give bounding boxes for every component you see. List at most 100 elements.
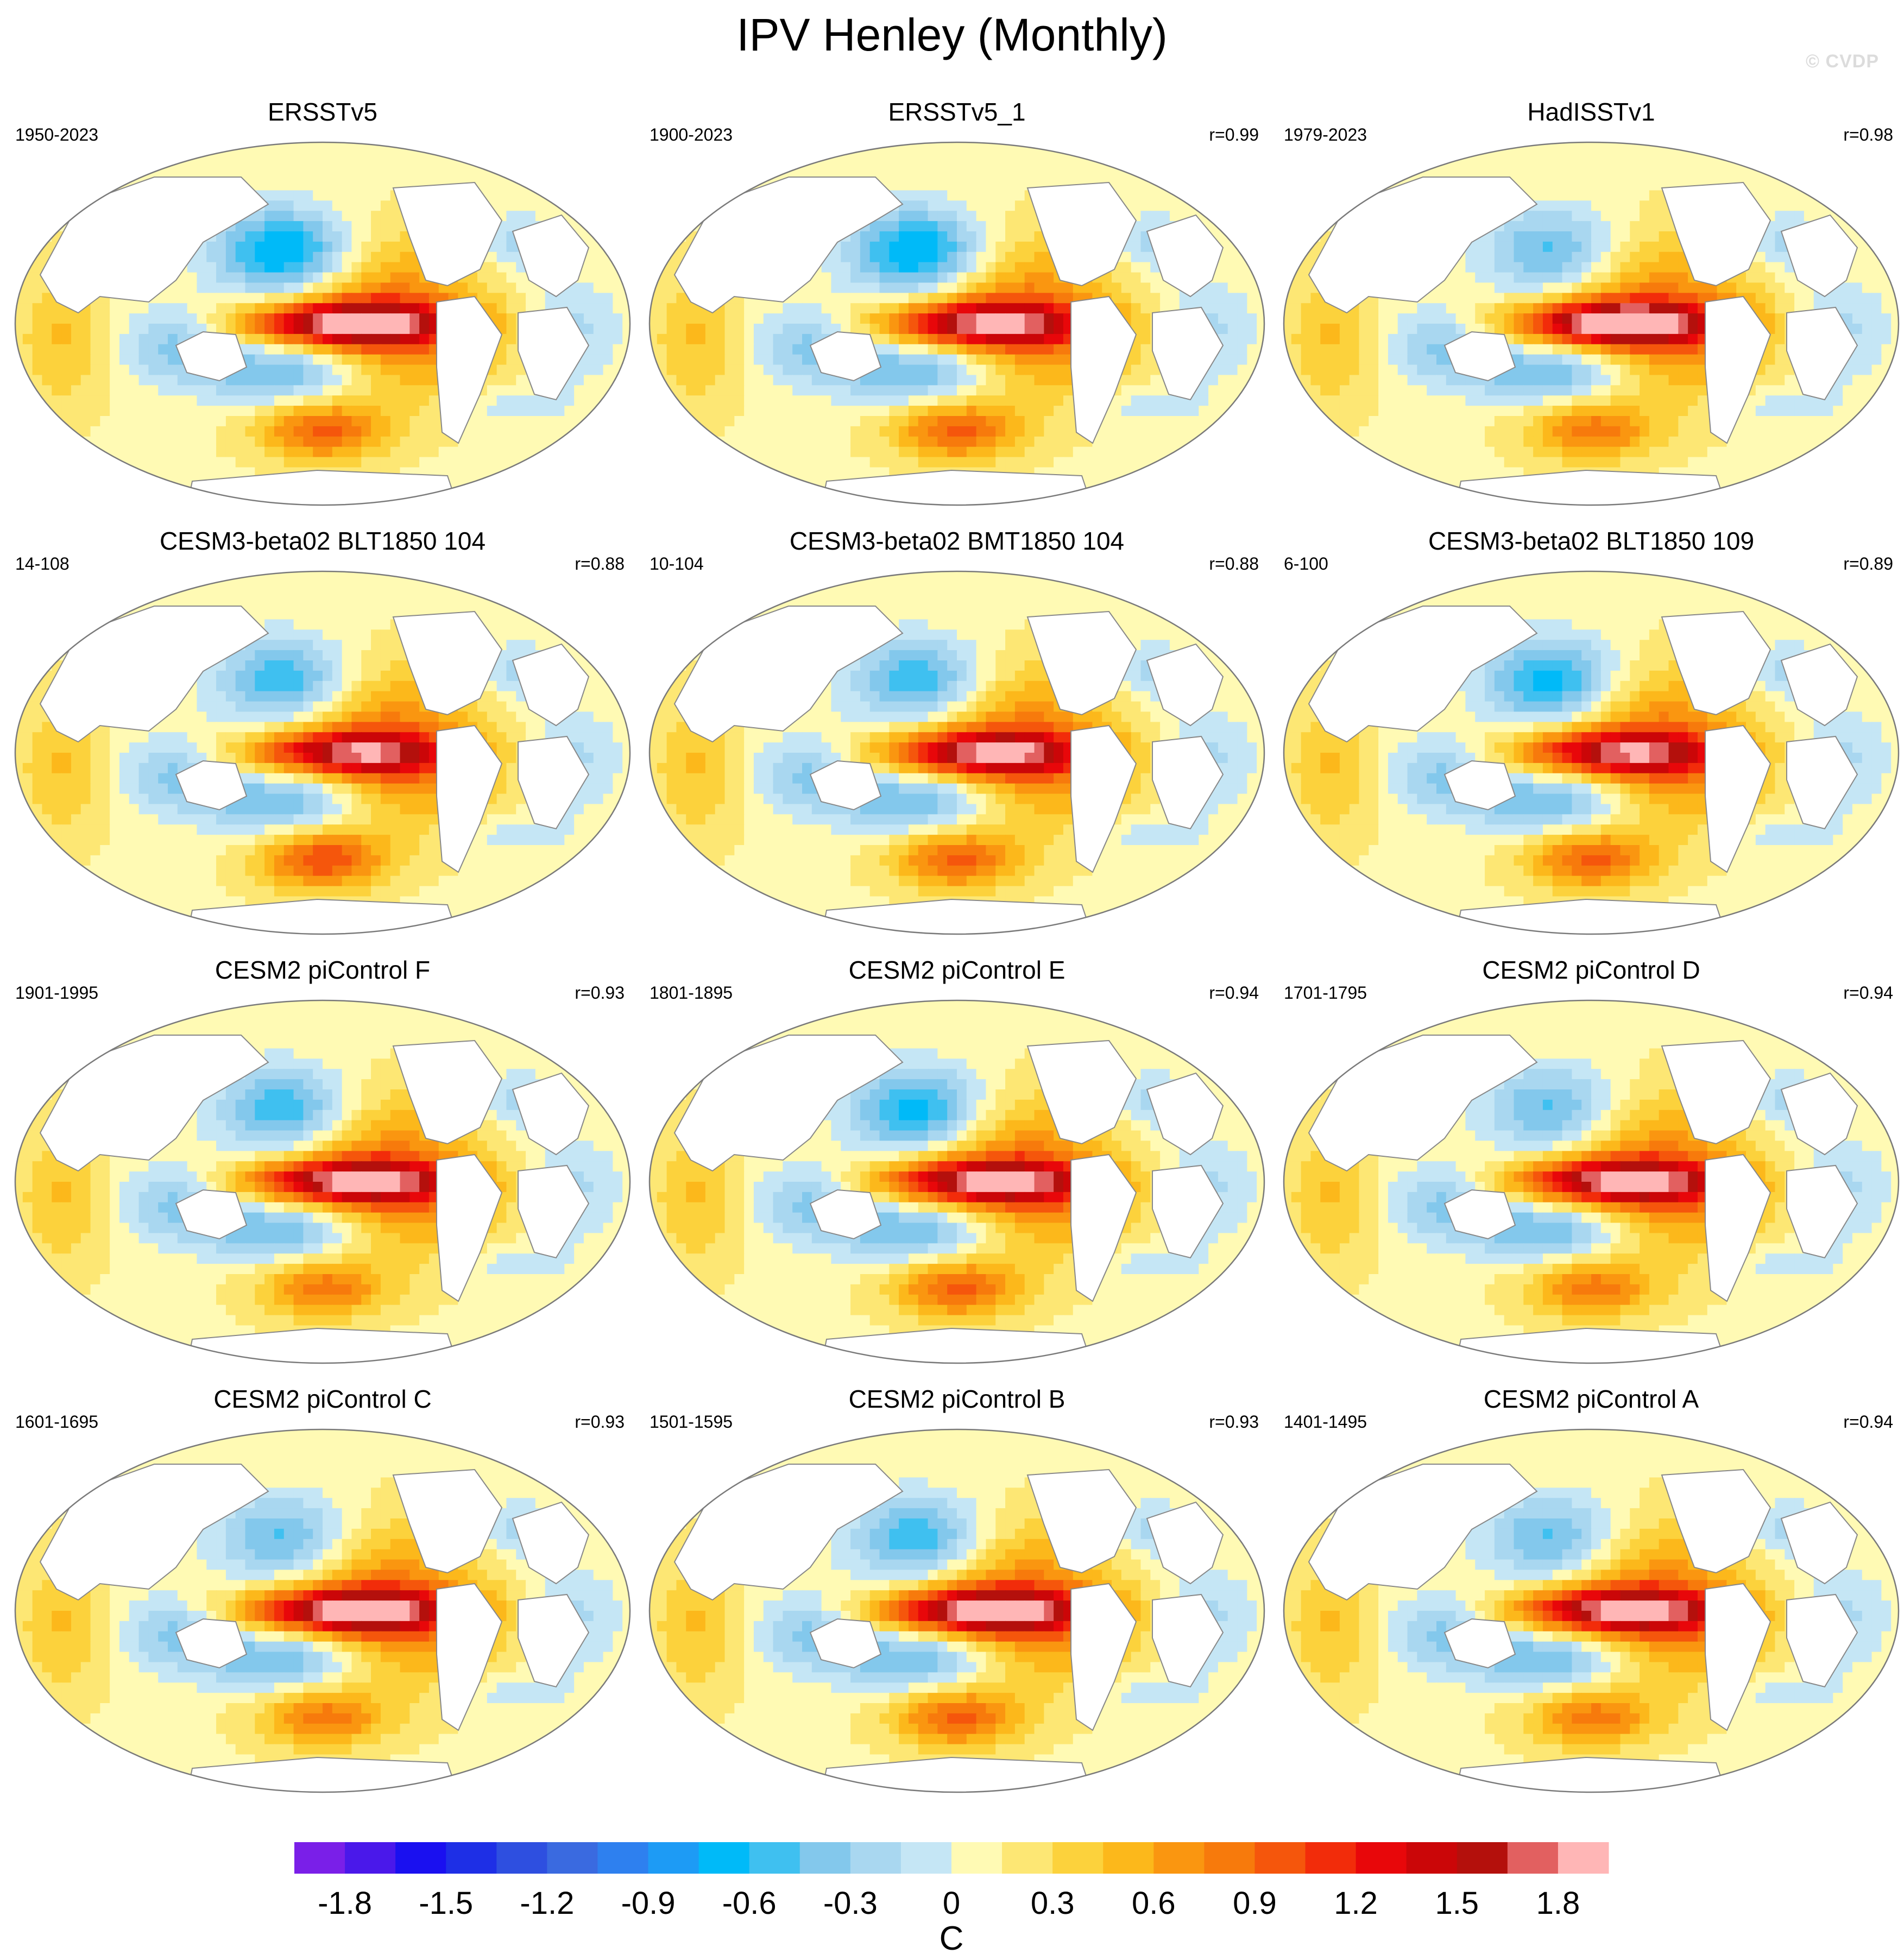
panel-correlation: r=0.93 (575, 1412, 625, 1432)
panel-correlation: r=0.99 (1209, 125, 1259, 145)
map-border (1283, 1428, 1900, 1793)
sst-anomaly-map (1283, 570, 1900, 935)
panel-correlation: r=0.93 (575, 983, 625, 1003)
map-border (14, 999, 631, 1364)
colorbar-tick-label: 1.5 (1435, 1886, 1479, 1921)
colorbar-swatch (294, 1842, 345, 1874)
colorbar-swatch (395, 1842, 446, 1874)
land-mask (1308, 606, 1858, 934)
panel-title: CESM2 piControl F (5, 955, 640, 985)
land-mask (673, 606, 1224, 934)
map-border (1283, 570, 1900, 935)
colorbar-swatch (547, 1842, 598, 1874)
map-border (14, 1428, 631, 1793)
colorbar-swatch (1052, 1842, 1104, 1874)
land-mask (39, 1464, 590, 1792)
panel-title: HadISSTv1 (1274, 97, 1904, 127)
panel-correlation: r=0.93 (1209, 1412, 1259, 1432)
panel-correlation: r=0.94 (1209, 983, 1259, 1003)
land-mask (39, 606, 590, 934)
colorbar-swatch (1558, 1842, 1609, 1874)
panel-period: 1979-2023 (1284, 125, 1367, 145)
panel-title: CESM2 piControl A (1274, 1384, 1904, 1414)
colorbar-swatch (799, 1842, 851, 1874)
panel-correlation: r=0.89 (1843, 554, 1893, 574)
colorbar-swatch (446, 1842, 497, 1874)
map-border (1283, 141, 1900, 506)
sst-anomaly-map (14, 999, 631, 1364)
land-mask (673, 1464, 1224, 1792)
map-panel: ERSSTv5 1950-2023 (5, 92, 640, 521)
land-mask (673, 1035, 1224, 1363)
panel-title: CESM2 piControl B (640, 1384, 1274, 1414)
panel-title: CESM3-beta02 BLT1850 104 (5, 526, 640, 556)
colorbar-units: C (940, 1920, 964, 1957)
sst-anomaly-map (648, 141, 1265, 506)
map-panel: CESM2 piControl F 1901-1995 r=0.93 (5, 950, 640, 1379)
map-panel: CESM2 piControl C 1601-1695 r=0.93 (5, 1379, 640, 1808)
map-panel: CESM2 piControl D 1701-1795 r=0.94 (1274, 950, 1904, 1379)
colorbar-tick-label: -1.2 (520, 1886, 574, 1921)
colorbar-swatch (1204, 1842, 1255, 1874)
map-panel: CESM3-beta02 BLT1850 104 14-108 r=0.88 (5, 521, 640, 950)
panel-title: ERSSTv5_1 (640, 97, 1274, 127)
sst-anomaly-map (14, 570, 631, 935)
map-panel: HadISSTv1 1979-2023 r=0.98 (1274, 92, 1904, 521)
panel-period: 1601-1695 (15, 1412, 98, 1432)
colorbar-tick-label: 0.6 (1132, 1886, 1176, 1921)
map-panel: CESM3-beta02 BLT1850 109 6-100 r=0.89 (1274, 521, 1904, 950)
panel-correlation: r=0.98 (1843, 125, 1893, 145)
panel-title: CESM3-beta02 BLT1850 109 (1274, 526, 1904, 556)
colorbar-swatch (900, 1842, 952, 1874)
colorbar-swatch (698, 1842, 750, 1874)
colorbar-swatch (1305, 1842, 1357, 1874)
colorbar-tick-label: 0.9 (1233, 1886, 1277, 1921)
colorbar-swatch (1254, 1842, 1306, 1874)
colorbar-tick-label: 1.2 (1334, 1886, 1378, 1921)
panel-title: CESM2 piControl E (640, 955, 1274, 985)
colorbar-swatch (1356, 1842, 1407, 1874)
panel-title: CESM2 piControl D (1274, 955, 1904, 985)
sst-anomaly-map (648, 999, 1265, 1364)
panel-title: CESM2 piControl C (5, 1384, 640, 1414)
map-panel: CESM2 piControl E 1801-1895 r=0.94 (640, 950, 1274, 1379)
map-border (1283, 999, 1900, 1364)
map-panel: CESM2 piControl B 1501-1595 r=0.93 (640, 1379, 1274, 1808)
colorbar-swatch (1002, 1842, 1053, 1874)
colorbar-tick-label: -1.8 (318, 1886, 372, 1921)
sst-anomaly-map (14, 1428, 631, 1793)
colorbar-tick-label: -0.9 (621, 1886, 676, 1921)
land-mask (1308, 1035, 1858, 1363)
panel-period: 6-100 (1284, 554, 1328, 574)
colorbar-tick-label: 0.3 (1031, 1886, 1075, 1921)
land-mask (1308, 1464, 1858, 1792)
map-border (648, 141, 1265, 506)
colorbar-swatch (1406, 1842, 1458, 1874)
panel-correlation: r=0.94 (1843, 983, 1893, 1003)
panel-correlation: r=0.94 (1843, 1412, 1893, 1432)
map-border (648, 999, 1265, 1364)
sst-anomaly-map (1283, 999, 1900, 1364)
panel-period: 1900-2023 (650, 125, 733, 145)
map-border (648, 1428, 1265, 1793)
panel-period: 1401-1495 (1284, 1412, 1367, 1432)
colorbar-swatch (1457, 1842, 1508, 1874)
sst-anomaly-map (14, 141, 631, 506)
sst-anomaly-map (648, 570, 1265, 935)
map-border (14, 570, 631, 935)
map-border (648, 570, 1265, 935)
colorbar-tick-label: -0.3 (823, 1886, 878, 1921)
land-mask (1308, 177, 1858, 505)
colorbar-tick-label: -1.5 (419, 1886, 473, 1921)
colorbar-swatch (648, 1842, 699, 1874)
colorbar-swatch (1103, 1842, 1154, 1874)
panel-period: 1950-2023 (15, 125, 98, 145)
map-panel: CESM3-beta02 BMT1850 104 10-104 r=0.88 (640, 521, 1274, 950)
sst-anomaly-map (648, 1428, 1265, 1793)
panel-period: 14-108 (15, 554, 70, 574)
panel-correlation: r=0.88 (575, 554, 625, 574)
colorbar-tick-label: 1.8 (1536, 1886, 1580, 1921)
colorbar-swatch (597, 1842, 649, 1874)
panel-period: 1501-1595 (650, 1412, 733, 1432)
